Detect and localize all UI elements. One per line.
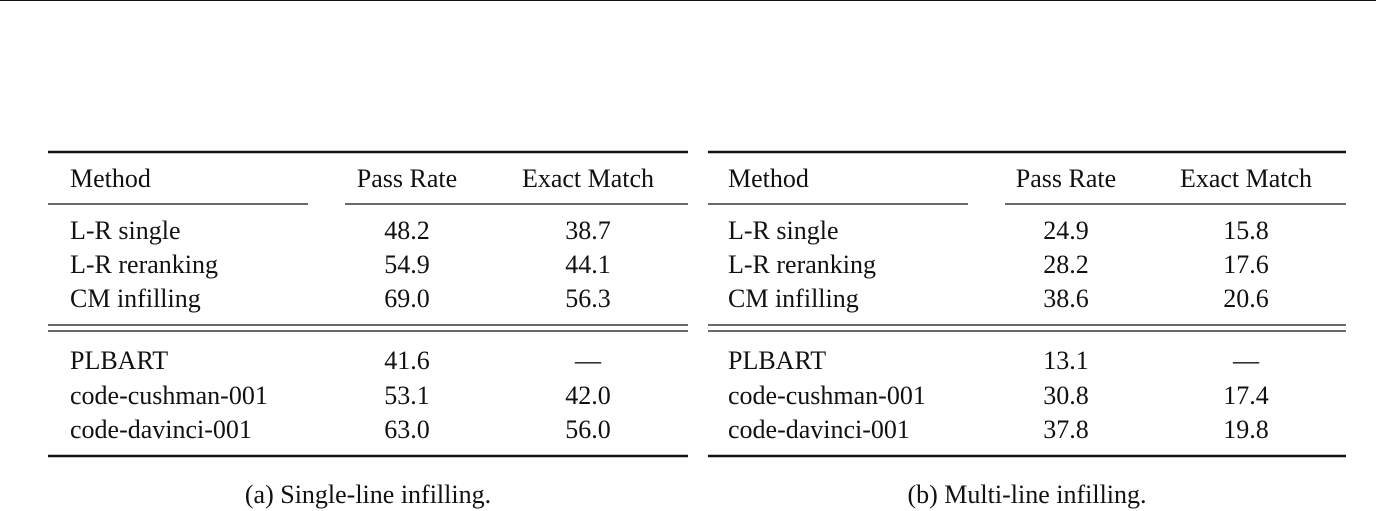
header-cell: Exact Match — [1180, 164, 1312, 193]
header-cell: Method — [70, 164, 151, 193]
header-cell: Pass Rate — [1016, 164, 1116, 193]
value-cell: 20.6 — [1223, 284, 1269, 313]
method-cell: code-davinci-001 — [70, 415, 252, 444]
value-cell: 56.0 — [565, 415, 611, 444]
method-cell: L-R reranking — [728, 250, 876, 279]
header-cell: Method — [728, 164, 809, 193]
method-cell: L-R single — [728, 216, 839, 245]
value-cell: 38.6 — [1043, 284, 1089, 313]
method-cell: CM infilling — [728, 284, 859, 313]
value-cell: 48.2 — [384, 216, 430, 245]
method-cell: PLBART — [728, 346, 826, 375]
value-cell: 56.3 — [565, 284, 611, 313]
value-cell: — — [1232, 346, 1260, 375]
value-cell: 69.0 — [384, 284, 430, 313]
value-cell: 41.6 — [384, 346, 430, 375]
value-cell: 44.1 — [565, 250, 611, 279]
value-cell: 13.1 — [1043, 346, 1089, 375]
value-cell: 24.9 — [1043, 216, 1089, 245]
value-cell: 28.2 — [1043, 250, 1089, 279]
header-cell: Pass Rate — [357, 164, 457, 193]
value-cell: 17.4 — [1223, 381, 1269, 410]
value-cell: 63.0 — [384, 415, 430, 444]
value-cell: 42.0 — [565, 381, 611, 410]
method-cell: PLBART — [70, 346, 168, 375]
value-cell: 15.8 — [1223, 216, 1269, 245]
value-cell: 37.8 — [1043, 415, 1089, 444]
value-cell: — — [574, 346, 602, 375]
method-cell: code-cushman-001 — [728, 381, 926, 410]
method-cell: L-R single — [70, 216, 181, 245]
method-cell: CM infilling — [70, 284, 201, 313]
value-cell: 30.8 — [1043, 381, 1089, 410]
value-cell: 54.9 — [384, 250, 430, 279]
value-cell: 53.1 — [384, 381, 430, 410]
header-cell: Exact Match — [522, 164, 654, 193]
value-cell: 38.7 — [565, 216, 611, 245]
caption: (a) Single-line infilling. — [245, 480, 491, 509]
caption: (b) Multi-line infilling. — [907, 480, 1146, 509]
method-cell: code-davinci-001 — [728, 415, 910, 444]
value-cell: 19.8 — [1223, 415, 1269, 444]
value-cell: 17.6 — [1223, 250, 1269, 279]
method-cell: code-cushman-001 — [70, 381, 268, 410]
method-cell: L-R reranking — [70, 250, 218, 279]
